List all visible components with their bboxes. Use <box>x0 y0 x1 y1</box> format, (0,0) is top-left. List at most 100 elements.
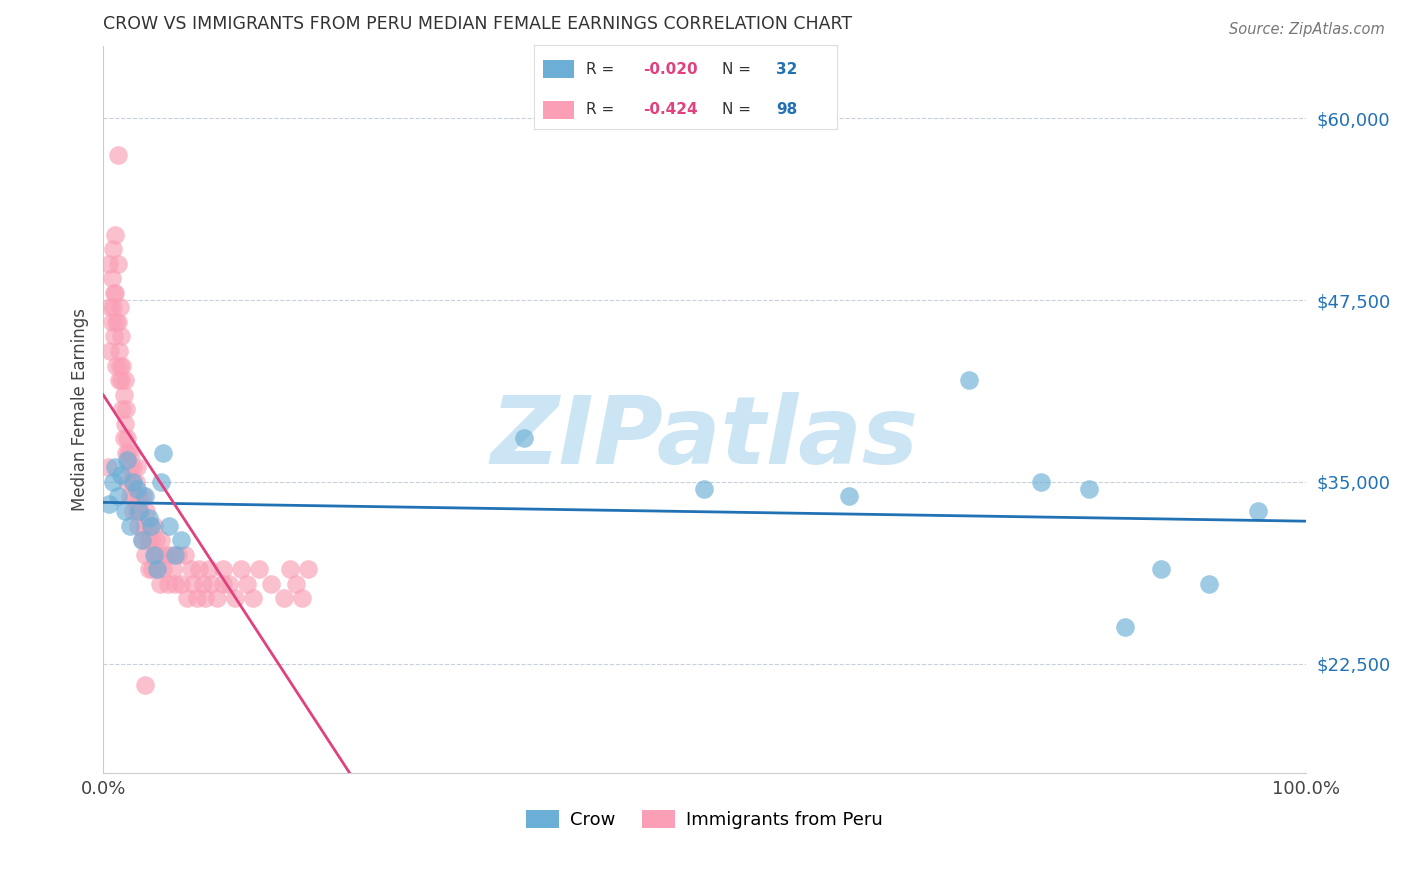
Point <box>290 591 312 606</box>
Point <box>194 591 217 606</box>
Point <box>249 562 271 576</box>
Point <box>117 446 139 460</box>
Text: -0.424: -0.424 <box>643 103 697 118</box>
Point <box>125 460 148 475</box>
Point <box>110 329 132 343</box>
Point <box>108 359 131 373</box>
Point <box>124 490 146 504</box>
Point <box>103 285 125 300</box>
Point <box>181 576 204 591</box>
Point <box>118 490 141 504</box>
Point <box>1029 475 1052 489</box>
Text: R =: R = <box>586 62 619 77</box>
Point <box>145 533 167 547</box>
Point <box>131 533 153 547</box>
Point <box>100 271 122 285</box>
Point <box>174 548 197 562</box>
Point <box>693 482 716 496</box>
Point <box>146 562 169 576</box>
Y-axis label: Median Female Earnings: Median Female Earnings <box>72 308 89 511</box>
Point <box>111 402 134 417</box>
Point <box>170 533 193 547</box>
Bar <box>543 60 574 78</box>
Point <box>212 562 235 576</box>
Point <box>115 453 138 467</box>
Point <box>131 533 153 547</box>
Point <box>180 562 202 576</box>
Point <box>107 315 129 329</box>
Point <box>236 576 259 591</box>
Point <box>105 315 128 329</box>
Point <box>108 301 131 315</box>
Point <box>170 576 193 591</box>
Point <box>149 576 172 591</box>
Point <box>141 518 163 533</box>
Point <box>188 562 211 576</box>
Point <box>125 482 148 496</box>
Point <box>135 504 157 518</box>
Point <box>101 242 124 256</box>
Point <box>141 533 163 547</box>
Point <box>104 227 127 242</box>
Point <box>138 562 160 576</box>
Point <box>132 518 155 533</box>
Point <box>273 591 295 606</box>
Point <box>141 562 163 576</box>
Point <box>112 431 135 445</box>
Point <box>157 576 180 591</box>
Legend: Crow, Immigrants from Peru: Crow, Immigrants from Peru <box>519 803 890 837</box>
Point <box>157 518 180 533</box>
Point <box>128 504 150 518</box>
Point <box>121 475 143 489</box>
Point <box>142 518 165 533</box>
Point <box>104 460 127 475</box>
Point <box>107 344 129 359</box>
Point <box>105 359 128 373</box>
Point <box>155 548 177 562</box>
Point <box>101 475 124 489</box>
Bar <box>543 101 574 120</box>
Point <box>127 518 149 533</box>
Text: N =: N = <box>721 62 755 77</box>
Text: R =: R = <box>586 103 619 118</box>
Point <box>152 446 174 460</box>
Point <box>218 576 240 591</box>
Point <box>128 490 150 504</box>
Point <box>114 417 136 431</box>
Point <box>838 490 860 504</box>
Point <box>284 576 307 591</box>
Point <box>1198 576 1220 591</box>
Point <box>1078 482 1101 496</box>
Point <box>165 576 187 591</box>
Point <box>134 548 156 562</box>
Point <box>212 576 235 591</box>
Point <box>159 548 181 562</box>
Point <box>278 562 301 576</box>
Point <box>186 591 208 606</box>
Point <box>112 387 135 401</box>
Point <box>149 533 172 547</box>
Point <box>231 562 253 576</box>
Point <box>148 548 170 562</box>
Point <box>224 591 246 606</box>
Point <box>107 490 129 504</box>
Point <box>97 460 120 475</box>
Point <box>118 460 141 475</box>
Point <box>114 373 136 387</box>
Point <box>111 359 134 373</box>
Point <box>110 467 132 482</box>
Point <box>152 562 174 576</box>
Point <box>107 373 129 387</box>
Point <box>125 504 148 518</box>
Point <box>122 475 145 489</box>
Point <box>118 518 141 533</box>
Point <box>191 576 214 591</box>
Point <box>207 591 229 606</box>
Point <box>98 344 121 359</box>
Point <box>129 504 152 518</box>
Point <box>104 285 127 300</box>
Point <box>198 562 221 576</box>
Point <box>513 431 536 445</box>
Point <box>260 576 283 591</box>
Point <box>98 257 121 271</box>
